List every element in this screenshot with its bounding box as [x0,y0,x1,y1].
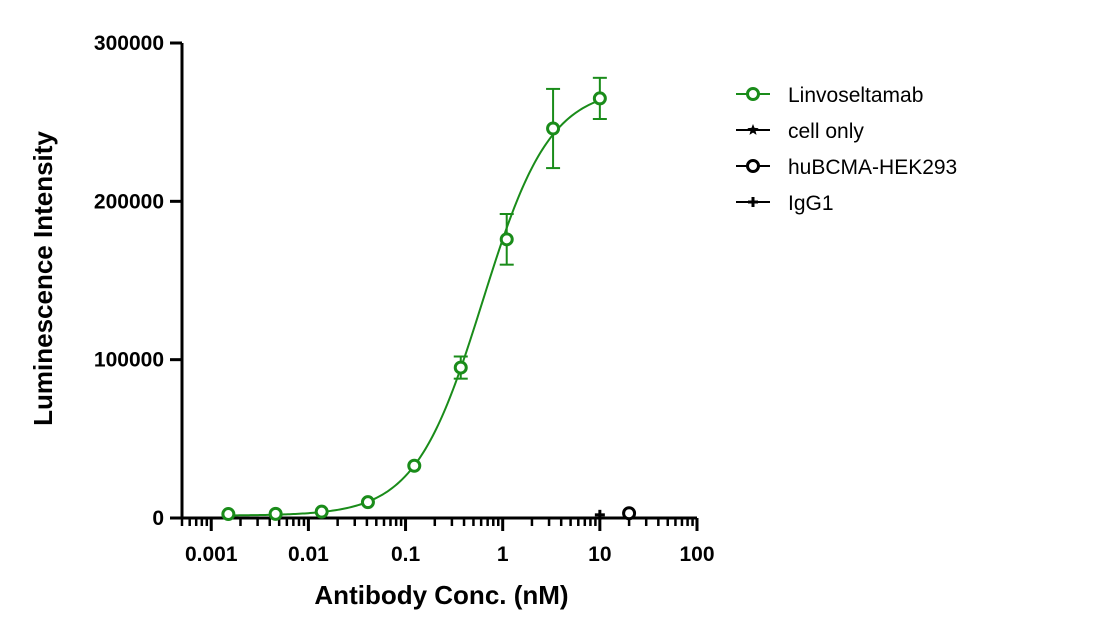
fit-curve-line [228,99,601,517]
legend-item-hubcma-hek293: huBCMA-HEK293 [736,156,957,179]
data-point-linvoseltamab [268,506,283,521]
y-tick-label: 0 [152,507,164,530]
legend-label: cell only [788,120,864,143]
x-tick-label: 0.001 [185,543,238,566]
legend-label: IgG1 [788,192,834,215]
x-tick-label: 100 [679,543,714,566]
legend-item-cell-only: cell only [736,120,864,143]
legend-item-igg1: IgG1 [736,192,834,215]
data-point-linvoseltamab [499,232,514,247]
x-tick-label: 1 [497,543,509,566]
data-point-linvoseltamab [592,91,607,106]
data-point-linvoseltamab [546,121,561,136]
legend-marker [747,124,759,135]
legend: Linvoseltamab cell only huBCMA-HEK293 IgG1 [736,84,957,215]
x-tick-label: 10 [588,543,611,566]
axes: 0 100000 200000 300000 0.001 0.01 0.1 1 10 100 [94,32,715,566]
data-point-igg1 [594,509,605,520]
data-point-linvoseltamab [221,507,236,522]
y-tick-label: 300000 [94,32,164,55]
legend-marker [746,87,760,101]
legend-item-linvoseltamab: Linvoseltamab [736,84,923,107]
x-axis-title: Antibody Conc. (nM) [314,580,568,610]
data-point-linvoseltamab [314,504,329,519]
legend-label: Linvoseltamab [788,84,923,107]
legend-label: huBCMA-HEK293 [788,156,957,179]
y-tick-label: 200000 [94,190,164,213]
data-point-linvoseltamab [360,495,375,510]
data-point-linvoseltamab [453,360,468,375]
data-point-hubcma-hek293 [622,506,637,521]
y-tick-label: 100000 [94,349,164,372]
data-marks [221,76,637,522]
x-tick-label: 0.01 [288,543,329,566]
legend-marker [748,197,758,207]
y-axis-title: Luminescence Intensity [28,131,58,426]
fit-curve-layer [228,99,601,517]
data-point-linvoseltamab [407,458,422,473]
x-tick-label: 0.1 [391,543,421,566]
legend-marker [746,159,760,173]
